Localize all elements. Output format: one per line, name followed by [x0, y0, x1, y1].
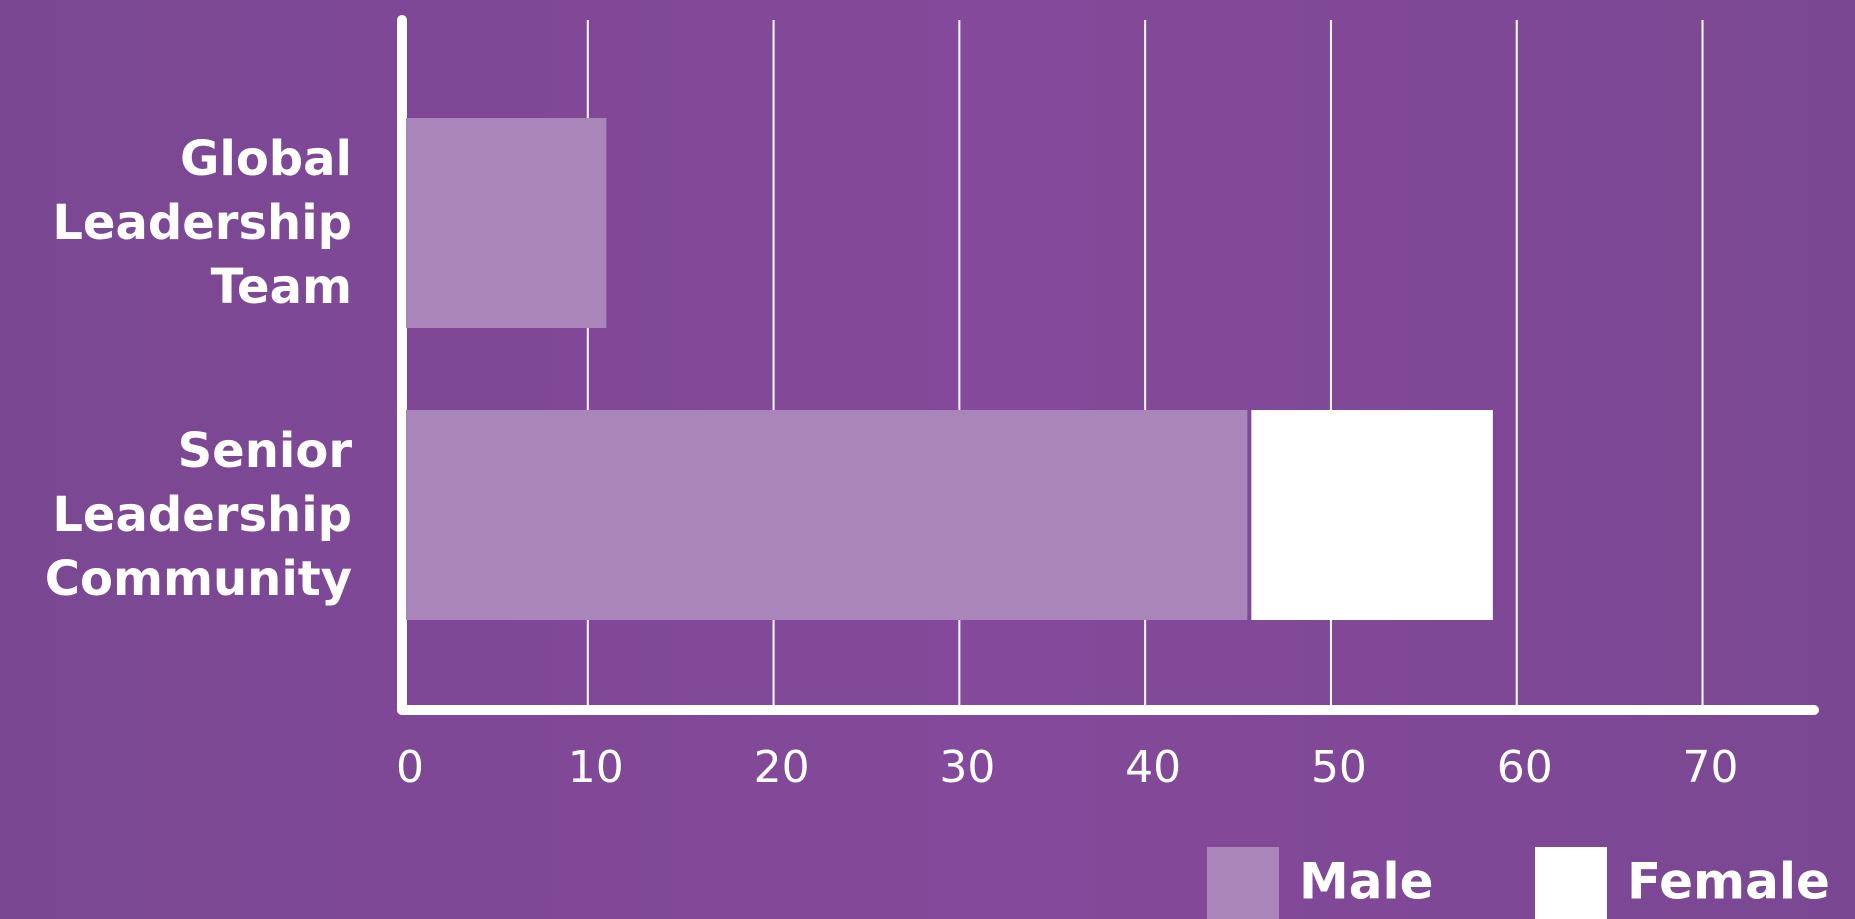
bar [406, 410, 1248, 620]
x-tick-label: 20 [754, 742, 810, 793]
bar [1251, 410, 1493, 620]
category-label: Senior Leadership Community [44, 423, 352, 607]
x-tick-label: 10 [568, 742, 624, 793]
legend-label: Female [1627, 853, 1830, 911]
x-tick-label: 30 [939, 742, 995, 793]
x-tick-label: 70 [1683, 742, 1739, 793]
legend-swatch [1535, 847, 1607, 919]
x-tick-label: 0 [396, 742, 424, 793]
bar [406, 118, 607, 328]
category-label: Global Leadership Team [52, 131, 352, 315]
legend-swatch [1207, 847, 1279, 919]
x-tick-label: 40 [1125, 742, 1181, 793]
legend-label: Male [1299, 853, 1434, 911]
x-tick-label: 60 [1497, 742, 1553, 793]
x-tick-label: 50 [1311, 742, 1367, 793]
